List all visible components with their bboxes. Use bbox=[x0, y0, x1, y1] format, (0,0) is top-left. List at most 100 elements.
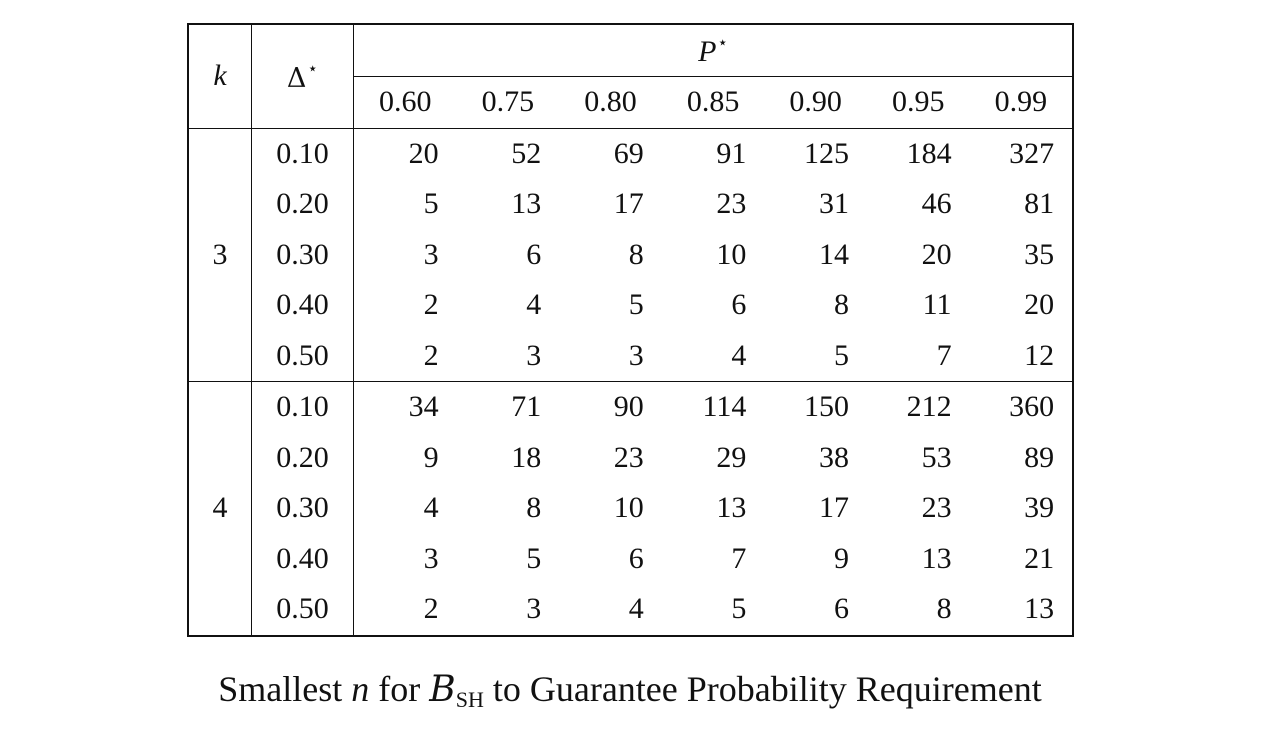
delta-header: Δ bbox=[286, 62, 307, 94]
sample-size-cell: 46 bbox=[921, 187, 952, 221]
sample-size-cell: 12 bbox=[969, 330, 1074, 382]
delta-value-cell: 0.30 bbox=[251, 229, 354, 280]
sample-size-cell: 6 bbox=[731, 288, 747, 322]
delta-value-cell: 0.50 bbox=[251, 330, 354, 382]
delta-value-cell: 0.50 bbox=[251, 584, 354, 636]
sample-size-cell: 17 bbox=[613, 187, 644, 221]
caption-for: for bbox=[369, 669, 430, 709]
sample-size-cell: 13 bbox=[921, 541, 952, 575]
delta-value-cell: 0.20 bbox=[251, 432, 354, 483]
sample-size-cell: 18 bbox=[511, 440, 542, 474]
sample-size-cell: 90 bbox=[613, 390, 644, 424]
caption-n: n bbox=[351, 669, 370, 709]
delta-value-cell: 0.40 bbox=[251, 280, 354, 331]
sample-size-cell: 10 bbox=[613, 491, 644, 525]
sample-size-cell: 21 bbox=[1024, 541, 1055, 575]
delta-value-cell: 0.20 bbox=[251, 179, 354, 230]
table-row: 0.50 2 3 3 4 5 7 12 bbox=[188, 330, 1074, 382]
sample-size-cell: 23 bbox=[716, 187, 747, 221]
k-value-cell: 4 bbox=[188, 381, 252, 636]
sample-size-cell: 13 bbox=[511, 187, 542, 221]
sample-size-cell: 53 bbox=[921, 440, 952, 474]
pstar-star: ⋆ bbox=[717, 33, 729, 52]
sample-size-cell: 8 bbox=[526, 491, 542, 525]
sample-size-cell: 2 bbox=[423, 288, 439, 322]
sample-size-cell: 5 bbox=[526, 541, 542, 575]
sample-size-cell: 69 bbox=[613, 136, 644, 170]
sample-size-cell: 81 bbox=[1024, 187, 1055, 221]
delta-value-cell: 0.10 bbox=[251, 128, 354, 179]
sample-size-cell: 89 bbox=[1024, 440, 1055, 474]
sample-size-cell: 14 bbox=[818, 237, 849, 271]
pstar-header-cell: P⋆ bbox=[353, 24, 1074, 77]
sample-size-cell: 6 bbox=[526, 237, 542, 271]
sample-size-cell: 3 bbox=[559, 330, 662, 382]
sample-size-cell: 11 bbox=[922, 288, 952, 322]
p-value-header: 0.80 bbox=[559, 76, 662, 129]
sample-size-cell: 6 bbox=[628, 541, 644, 575]
sample-size-cell: 3 bbox=[423, 237, 439, 271]
sample-size-cell: 31 bbox=[818, 187, 849, 221]
sample-size-cell: 150 bbox=[803, 390, 849, 424]
p-value-header: 0.60 bbox=[353, 76, 457, 129]
group-header-row: k Δ⋆ P⋆ bbox=[188, 24, 1074, 129]
sample-size-cell: 125 bbox=[803, 136, 849, 170]
sample-size-cell: 5 bbox=[731, 592, 747, 626]
sample-size-table: k Δ⋆ P⋆ 0.60 0.75 0.80 0.85 0.90 0.95 0.99 3 0.… bbox=[187, 23, 1075, 637]
table-row: 4 0.10 34 71 90 114 150 212 360 bbox=[188, 381, 1073, 636]
delta-star: ⋆ bbox=[307, 58, 319, 78]
sample-size-cell: 5 bbox=[423, 187, 439, 221]
sample-size-cell: 9 bbox=[833, 541, 849, 575]
sample-size-cell: 13 bbox=[1024, 592, 1055, 626]
sample-size-cell: 8 bbox=[628, 237, 644, 271]
delta-header-cell: Δ⋆ bbox=[251, 24, 354, 129]
table-row: 0.20 9 18 23 29 38 53 89 bbox=[188, 432, 1073, 483]
sample-size-cell: 3 bbox=[423, 541, 439, 575]
table-row: 0.40 2 4 5 6 8 11 20 bbox=[188, 280, 1073, 331]
table-row: 0.30 4 8 10 13 17 23 39 bbox=[188, 483, 1073, 534]
caption-script-b: B bbox=[429, 669, 456, 710]
table-caption: Smallest n for BSH to Guarantee Probabil… bbox=[0, 668, 1260, 713]
caption-after: to Guarantee Probability Requirement bbox=[483, 669, 1042, 709]
table-row: 0.40 3 5 6 7 9 13 21 bbox=[188, 533, 1073, 584]
sample-size-cell: 3 bbox=[456, 330, 560, 382]
sample-size-cell: 39 bbox=[1024, 491, 1055, 525]
sample-size-cell: 7 bbox=[731, 541, 747, 575]
delta-value-cell: 0.30 bbox=[251, 483, 354, 534]
sample-size-cell: 38 bbox=[818, 440, 849, 474]
table-row: 0.20 5 13 17 23 31 46 81 bbox=[188, 179, 1073, 230]
sample-size-cell: 9 bbox=[423, 440, 439, 474]
k-header: k bbox=[213, 59, 227, 93]
sample-size-cell: 4 bbox=[526, 288, 542, 322]
delta-value-cell: 0.40 bbox=[251, 533, 354, 584]
sample-size-cell: 2 bbox=[423, 592, 439, 626]
sample-size-cell: 91 bbox=[716, 136, 747, 170]
sample-size-cell: 52 bbox=[511, 136, 542, 170]
sample-size-cell: 29 bbox=[716, 440, 747, 474]
p-value-header: 0.99 bbox=[969, 76, 1074, 129]
sample-size-cell: 360 bbox=[1009, 390, 1055, 424]
p-value-header: 0.90 bbox=[764, 76, 867, 129]
sample-size-cell: 2 bbox=[353, 330, 457, 382]
sample-size-cell: 10 bbox=[716, 237, 747, 271]
table-row: 3 0.10 20 52 69 91 125 184 327 bbox=[188, 128, 1073, 382]
sample-size-cell: 4 bbox=[423, 491, 439, 525]
delta-value-cell: 0.10 bbox=[251, 381, 354, 433]
caption-before: Smallest bbox=[218, 669, 352, 709]
k-value-cell: 3 bbox=[188, 128, 252, 382]
sample-size-cell: 20 bbox=[408, 136, 439, 170]
sample-size-cell: 34 bbox=[408, 390, 439, 424]
sample-size-cell: 114 bbox=[702, 390, 747, 424]
sample-size-cell: 8 bbox=[936, 592, 952, 626]
sample-size-cell: 3 bbox=[526, 592, 542, 626]
p-values-header-row: 0.60 0.75 0.80 0.85 0.90 0.95 0.99 bbox=[188, 76, 1074, 129]
sample-size-cell: 20 bbox=[1024, 288, 1055, 322]
sample-size-cell: 7 bbox=[866, 330, 970, 382]
p-value-header: 0.85 bbox=[661, 76, 765, 129]
table-row: 0.30 3 6 8 10 14 20 35 bbox=[188, 229, 1073, 280]
sample-size-cell: 20 bbox=[921, 237, 952, 271]
sample-size-cell: 35 bbox=[1024, 237, 1055, 271]
sample-size-cell: 23 bbox=[921, 491, 952, 525]
p-value-header: 0.75 bbox=[456, 76, 560, 129]
sample-size-cell: 23 bbox=[613, 440, 644, 474]
